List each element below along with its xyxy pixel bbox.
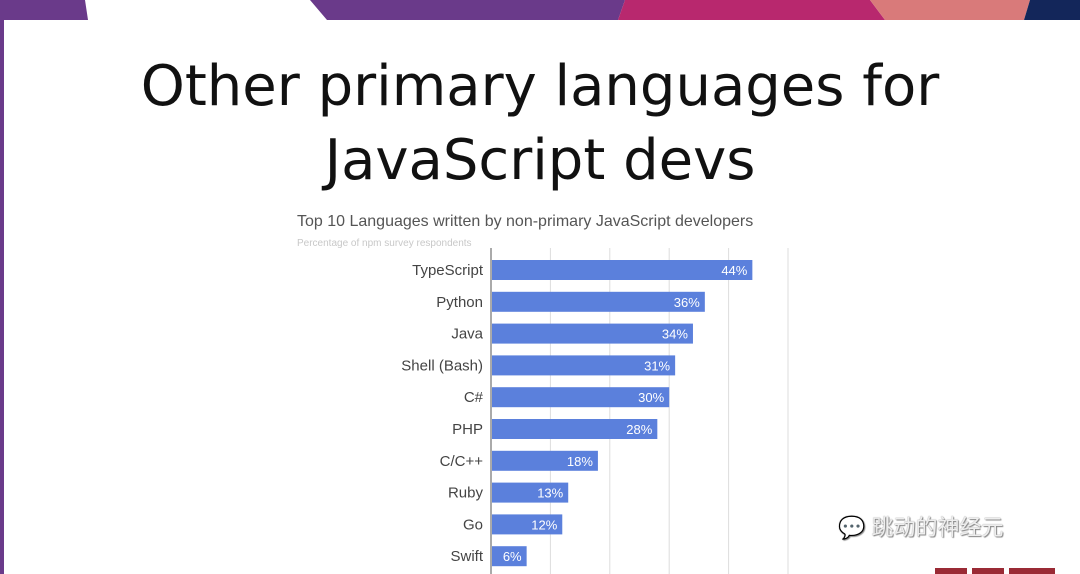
bar	[492, 450, 598, 471]
value-label: 28%	[626, 422, 652, 437]
decor-block	[935, 568, 967, 574]
category-label: Ruby	[448, 485, 484, 502]
value-label: 34%	[662, 327, 688, 342]
bar	[492, 323, 693, 344]
category-label: Python	[436, 294, 483, 311]
value-label: 44%	[721, 263, 747, 278]
title-line-2: JavaScript devs	[324, 128, 756, 193]
category-label: Java	[451, 326, 483, 343]
category-label: PHP	[452, 421, 483, 438]
value-label: 36%	[674, 295, 700, 310]
chart-subtitle: Percentage of npm survey respondents	[297, 238, 472, 249]
value-label: 6%	[503, 549, 522, 564]
watermark-text: 跳动的神经元	[871, 515, 1004, 540]
slide-title: Other primary languages for JavaScript d…	[0, 50, 1080, 198]
value-label: 13%	[537, 486, 563, 501]
category-label: Swift	[450, 548, 483, 565]
slide-left-edge	[0, 18, 4, 574]
watermark: 💬 跳动的神经元	[838, 510, 1004, 542]
value-label: 18%	[567, 454, 593, 469]
bar	[492, 260, 753, 280]
category-label: C/C++	[440, 453, 484, 470]
chart-title: Top 10 Languages written by non-primary …	[297, 213, 754, 230]
bar	[492, 387, 670, 408]
decor-block	[1009, 568, 1055, 574]
title-line-1: Other primary languages for	[140, 54, 940, 119]
category-label: TypeScript	[412, 262, 484, 279]
bar	[492, 291, 705, 312]
decor-block	[972, 568, 1004, 574]
value-label: 30%	[638, 390, 664, 405]
bar	[492, 546, 527, 567]
value-label: 12%	[531, 517, 557, 532]
bar	[492, 514, 563, 535]
category-label: Shell (Bash)	[401, 357, 483, 374]
bar	[492, 482, 569, 503]
bar	[492, 419, 658, 439]
value-label: 31%	[644, 358, 670, 373]
wechat-icon: 💬	[838, 515, 866, 540]
category-label: Go	[463, 516, 483, 533]
bar	[492, 355, 676, 376]
category-label: C#	[464, 389, 484, 406]
slide-banner	[0, 0, 1080, 20]
